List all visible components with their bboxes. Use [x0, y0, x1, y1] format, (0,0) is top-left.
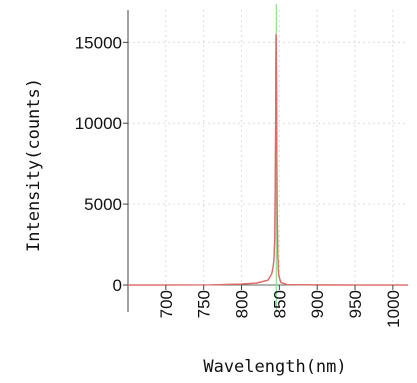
x-axis-label: Wavelength(nm) — [203, 357, 346, 377]
x-tick-label: 800 — [233, 290, 252, 318]
series-line-0 — [128, 50, 408, 286]
y-tick-label: 15000 — [75, 33, 122, 52]
series-line-1 — [128, 34, 408, 286]
y-tick-label: 5000 — [84, 195, 122, 214]
y-axis-label: Intensity(counts) — [24, 78, 44, 252]
y-tick-label: 10000 — [75, 114, 122, 133]
x-tick-label: 950 — [346, 290, 365, 318]
x-tick-label: 850 — [270, 290, 289, 318]
y-axis-ticks: 0 5000 10000 15000 — [75, 33, 128, 295]
x-tick-label: 700 — [157, 290, 176, 318]
axes — [127, 10, 408, 312]
x-tick-label: 750 — [195, 290, 214, 318]
y-tick-label: 0 — [113, 276, 122, 295]
x-tick-label: 900 — [308, 290, 327, 318]
x-tick-label: 1000 — [384, 290, 403, 328]
grid-lines — [128, 10, 408, 286]
series-group — [128, 34, 408, 286]
x-axis-ticks: 700 750 800 850 900 950 1000 — [157, 285, 403, 328]
